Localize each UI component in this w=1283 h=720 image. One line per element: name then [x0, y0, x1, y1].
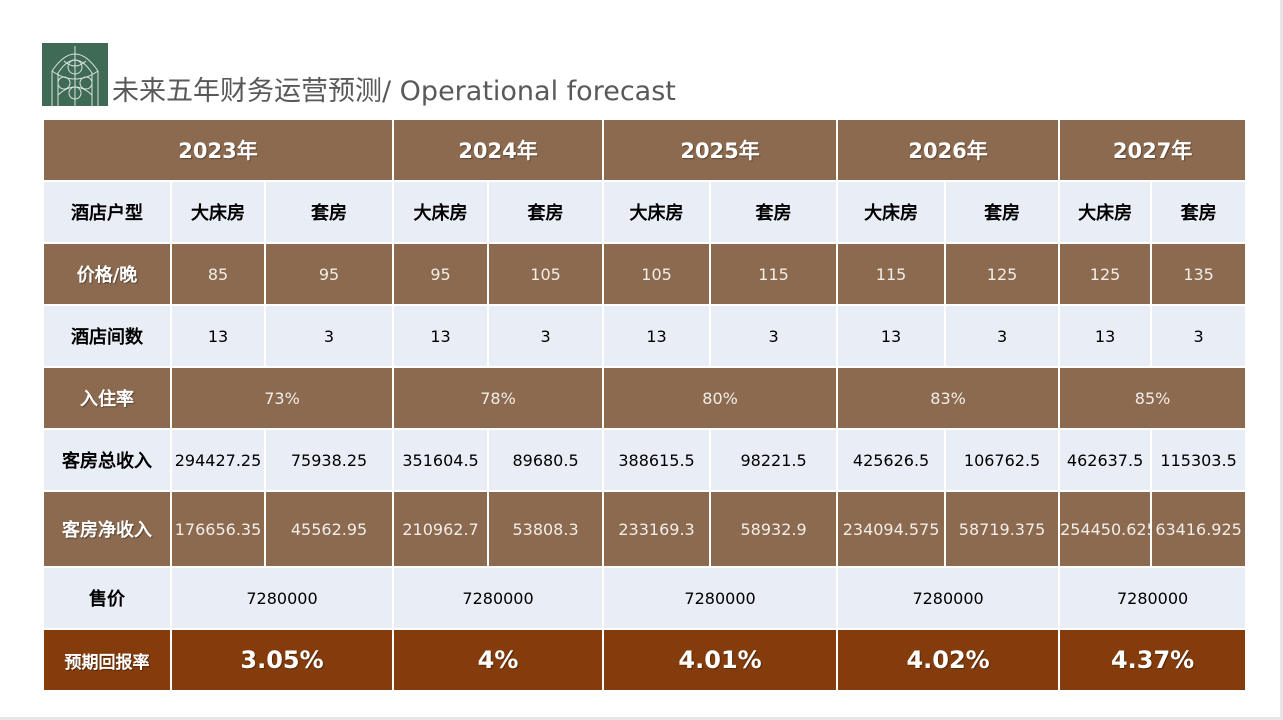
gross-revenue-cell: 294427.25 [170, 428, 266, 492]
year-header-row: 2023年 2024年 2025年 2026年 2027年 [41, 118, 1248, 182]
room-type-label: 酒店户型 [42, 180, 172, 244]
room-type-cell: 大床房 [602, 180, 712, 244]
year-header-2023: 2023年 [41, 118, 395, 182]
occupancy-cell: 78% [392, 366, 605, 430]
rooms-cell: 3 [944, 304, 1061, 368]
ornate-window-logo-icon [42, 43, 108, 106]
net-revenue-label: 客房净收入 [42, 490, 172, 568]
year-header-2026: 2026年 [836, 118, 1061, 182]
occupancy-row: 入住率 73% 78% 80% 83% 85% [42, 366, 1248, 430]
price-cell: 105 [602, 242, 712, 306]
frame-border-right [1280, 0, 1283, 720]
page-title: 未来五年财务运营预测/ Operational forecast [112, 76, 676, 107]
year-header-2027: 2027年 [1058, 118, 1248, 182]
gross-revenue-cell: 75938.25 [263, 428, 395, 492]
gross-revenue-cell: 351604.5 [392, 428, 490, 492]
expected-return-cell: 4.02% [836, 628, 1061, 692]
sale-price-label: 售价 [42, 566, 172, 630]
room-type-row: 酒店户型 大床房 套房 大床房 套房 大床房 套房 大床房 套房 大床房 套房 [42, 180, 1248, 244]
gross-revenue-cell: 388615.5 [602, 428, 712, 492]
rooms-cell: 13 [602, 304, 712, 368]
occupancy-label: 入住率 [42, 366, 172, 430]
expected-return-cell: 3.05% [169, 628, 395, 692]
net-revenue-cell: 233169.3 [602, 490, 712, 568]
net-revenue-cell: 63416.925 [1150, 490, 1248, 568]
sale-price-cell: 7280000 [169, 566, 395, 630]
expected-return-cell: 4.37% [1058, 628, 1248, 692]
sale-price-cell: 7280000 [836, 566, 1061, 630]
rooms-cell: 13 [1058, 304, 1153, 368]
rooms-cell: 3 [709, 304, 839, 368]
rooms-row: 酒店间数 13 3 13 3 13 3 13 3 13 3 [42, 304, 1248, 368]
sale-price-cell: 7280000 [392, 566, 605, 630]
gross-revenue-cell: 425626.5 [836, 428, 947, 492]
price-cell: 115 [836, 242, 947, 306]
net-revenue-cell: 53808.3 [487, 490, 605, 568]
room-type-cell: 大床房 [836, 180, 947, 244]
net-revenue-cell: 210962.7 [392, 490, 490, 568]
expected-return-cell: 4.01% [602, 628, 839, 692]
expected-return-cell: 4% [392, 628, 605, 692]
forecast-table: 2023年 2024年 2025年 2026年 2027年 酒店户型 大床房 套… [41, 118, 1248, 692]
price-row: 价格/晚 85 95 95 105 105 115 115 125 125 13… [42, 242, 1248, 306]
price-cell: 125 [1058, 242, 1153, 306]
room-type-cell: 套房 [709, 180, 839, 244]
net-revenue-cell: 234094.575 [836, 490, 947, 568]
gross-revenue-cell: 98221.5 [709, 428, 839, 492]
occupancy-cell: 80% [602, 366, 839, 430]
gross-revenue-label: 客房总收入 [42, 428, 172, 492]
net-revenue-row: 客房净收入 176656.35 45562.95 210962.7 53808.… [42, 490, 1248, 568]
gross-revenue-cell: 115303.5 [1150, 428, 1248, 492]
sale-price-row: 售价 7280000 7280000 7280000 7280000 72800… [42, 566, 1248, 630]
rooms-cell: 3 [487, 304, 605, 368]
occupancy-cell: 85% [1058, 366, 1248, 430]
year-header-2024: 2024年 [392, 118, 605, 182]
room-type-cell: 大床房 [392, 180, 490, 244]
year-header-2025: 2025年 [602, 118, 839, 182]
room-type-cell: 套房 [487, 180, 605, 244]
net-revenue-cell: 176656.35 [170, 490, 266, 568]
price-cell: 135 [1150, 242, 1248, 306]
occupancy-cell: 73% [169, 366, 395, 430]
sale-price-cell: 7280000 [1058, 566, 1248, 630]
net-revenue-cell: 254450.625 [1058, 490, 1153, 568]
rooms-label: 酒店间数 [42, 304, 172, 368]
net-revenue-cell: 45562.95 [263, 490, 395, 568]
room-type-cell: 套房 [1150, 180, 1248, 244]
gross-revenue-cell: 89680.5 [487, 428, 605, 492]
room-type-cell: 大床房 [170, 180, 266, 244]
price-cell: 105 [487, 242, 605, 306]
rooms-cell: 3 [263, 304, 395, 368]
room-type-cell: 套房 [944, 180, 1061, 244]
price-cell: 125 [944, 242, 1061, 306]
price-cell: 95 [263, 242, 395, 306]
rooms-cell: 13 [836, 304, 947, 368]
rooms-cell: 13 [392, 304, 490, 368]
frame-border-bottom [0, 717, 1283, 720]
room-type-cell: 套房 [263, 180, 395, 244]
net-revenue-cell: 58932.9 [709, 490, 839, 568]
gross-revenue-cell: 462637.5 [1058, 428, 1153, 492]
gross-revenue-row: 客房总收入 294427.25 75938.25 351604.5 89680.… [42, 428, 1248, 492]
sale-price-cell: 7280000 [602, 566, 839, 630]
rooms-cell: 3 [1150, 304, 1248, 368]
expected-return-label: 预期回报率 [42, 628, 172, 692]
room-type-cell: 大床房 [1058, 180, 1153, 244]
occupancy-cell: 83% [836, 366, 1061, 430]
price-cell: 115 [709, 242, 839, 306]
price-label: 价格/晚 [42, 242, 172, 306]
gross-revenue-cell: 106762.5 [944, 428, 1061, 492]
expected-return-row: 预期回报率 3.05% 4% 4.01% 4.02% 4.37% [42, 628, 1248, 692]
price-cell: 95 [392, 242, 490, 306]
price-cell: 85 [170, 242, 266, 306]
net-revenue-cell: 58719.375 [944, 490, 1061, 568]
rooms-cell: 13 [170, 304, 266, 368]
